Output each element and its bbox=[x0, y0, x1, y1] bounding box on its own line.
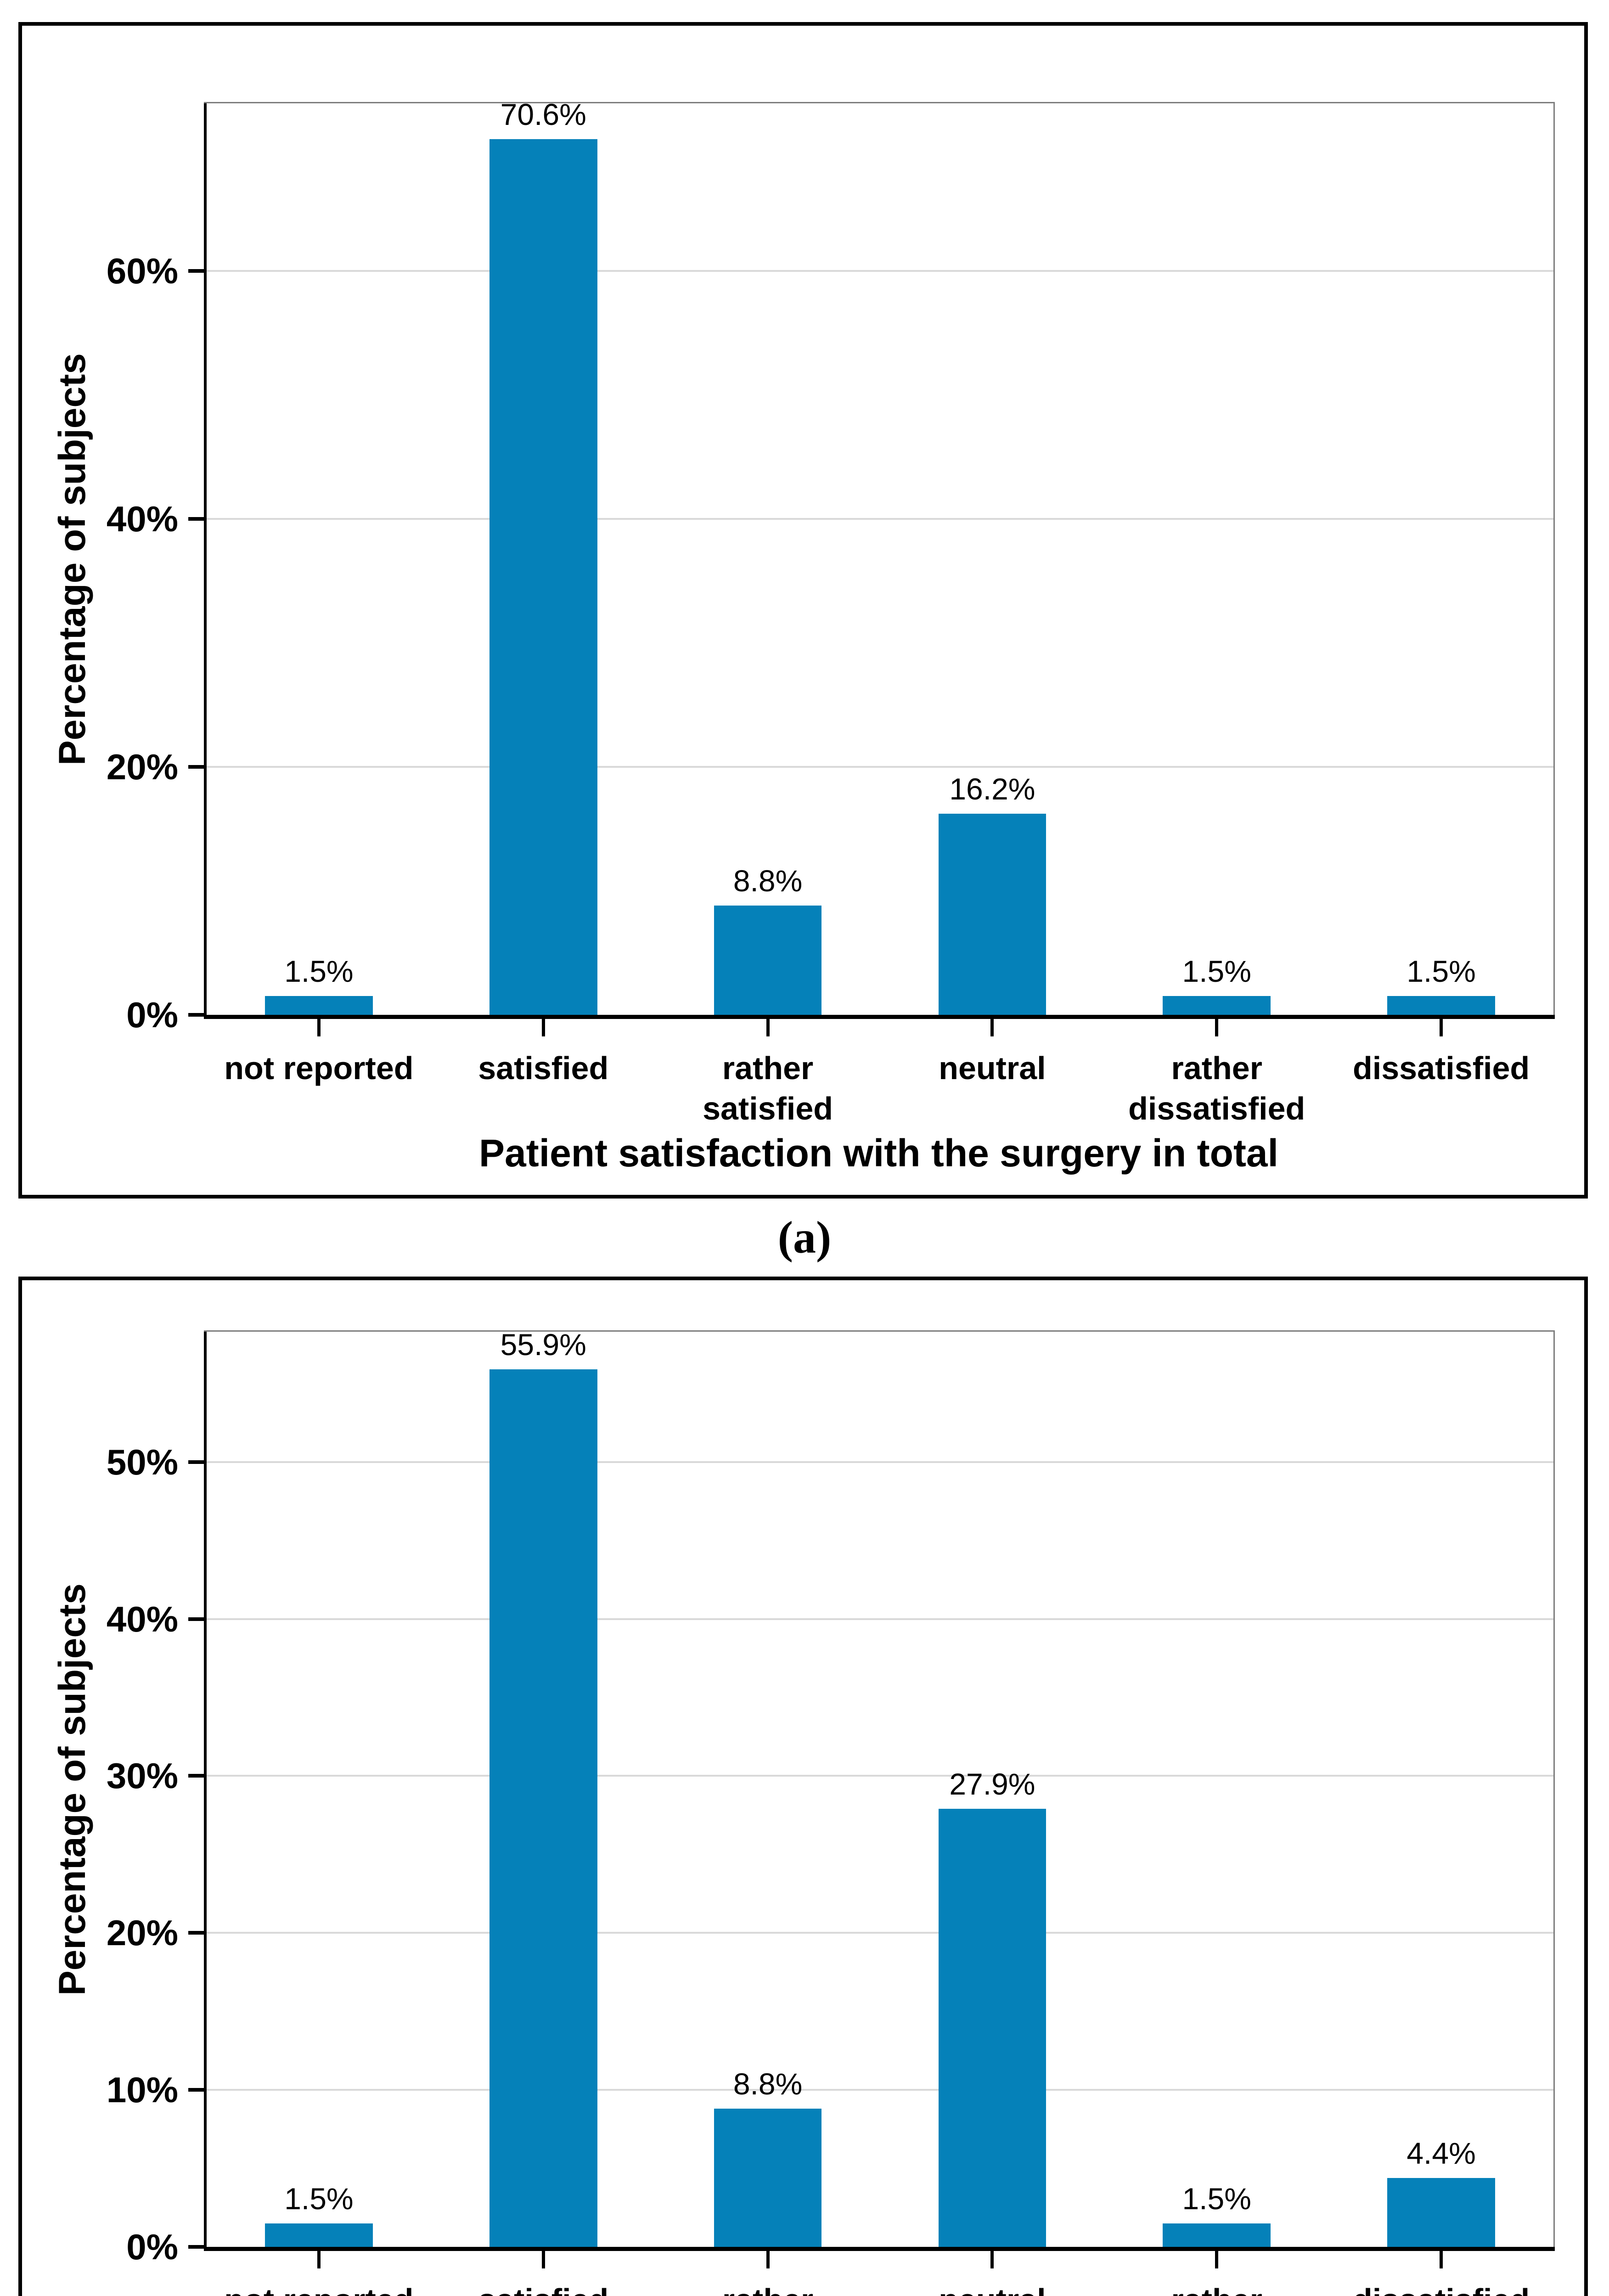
x-tick-label: rather dissatisfied bbox=[1095, 2280, 1338, 2296]
y-tick-mark bbox=[188, 765, 204, 769]
x-tick-label: not reported bbox=[197, 2280, 440, 2296]
panel-a-caption-text: (a) bbox=[777, 1212, 832, 1263]
x-tick-label: dissatisfied bbox=[1320, 2280, 1563, 2296]
x-tick-mark bbox=[1440, 1019, 1443, 1036]
x-axis-line bbox=[204, 1015, 1555, 1019]
bar bbox=[1387, 2178, 1495, 2247]
bar-value-label: 8.8% bbox=[733, 2067, 803, 2101]
x-tick-label: not reported bbox=[224, 1050, 414, 1086]
y-axis-line bbox=[204, 103, 207, 1015]
x-tick-mark bbox=[1440, 2251, 1443, 2268]
bar bbox=[265, 2223, 373, 2247]
gridline bbox=[207, 2089, 1553, 2091]
y-axis-title-text: Percentage of subjects bbox=[51, 353, 94, 765]
x-tick-mark bbox=[1215, 2251, 1219, 2268]
bar bbox=[1163, 2223, 1271, 2247]
x-tick-mark bbox=[541, 2251, 545, 2268]
y-tick-label: 10% bbox=[106, 2070, 178, 2110]
y-tick-mark bbox=[188, 517, 204, 521]
x-tick-label: dissatisfied bbox=[1353, 1050, 1530, 1086]
plot-border-right bbox=[1553, 1330, 1555, 2247]
panel-a-caption: (a) bbox=[0, 1199, 1609, 1277]
bar bbox=[938, 1809, 1046, 2247]
y-tick-mark bbox=[188, 2245, 204, 2249]
x-tick-mark bbox=[317, 1019, 321, 1036]
chart-panel-a: Percentage of subjects 0% 20% 40% 60% 1.5% not… bbox=[18, 22, 1588, 1199]
plot-border-top bbox=[204, 1330, 1555, 1332]
y-tick-label: 0% bbox=[126, 995, 178, 1035]
x-tick-mark bbox=[1215, 1019, 1219, 1036]
y-tick-mark bbox=[188, 1460, 204, 1464]
plot-border-top bbox=[204, 102, 1555, 103]
y-tick-mark bbox=[188, 1774, 204, 1778]
x-tick-label: rather dissatisfied bbox=[1128, 1050, 1305, 1126]
gridline bbox=[207, 765, 1553, 768]
bar-value-label: 1.5% bbox=[284, 2181, 354, 2216]
x-tick-mark bbox=[990, 1019, 994, 1036]
bar-value-label: 1.5% bbox=[284, 954, 354, 989]
bar-value-label: 8.8% bbox=[733, 864, 803, 898]
x-tick-label: neutral bbox=[939, 1050, 1046, 1086]
x-tick-mark bbox=[541, 1019, 545, 1036]
x-tick-mark bbox=[990, 2251, 994, 2268]
y-tick-label: 50% bbox=[106, 1441, 178, 1482]
gridline bbox=[207, 1775, 1553, 1777]
x-tick-label: rather satisfied bbox=[703, 1050, 833, 1126]
x-tick-label: satisfied bbox=[422, 2280, 665, 2296]
bar-value-label: 70.6% bbox=[500, 97, 586, 132]
x-axis-title: Patient satisfaction with the surgery in… bbox=[479, 1131, 1278, 1175]
bar bbox=[1163, 996, 1271, 1015]
bar-value-label: 1.5% bbox=[1406, 954, 1476, 989]
bar-value-label: 4.4% bbox=[1406, 2136, 1476, 2170]
gridline bbox=[207, 270, 1553, 272]
y-axis-line bbox=[204, 1332, 207, 2247]
gridline bbox=[207, 1932, 1553, 1934]
gridline bbox=[207, 518, 1553, 520]
bar bbox=[265, 996, 373, 1015]
bar bbox=[714, 906, 822, 1015]
x-tick-mark bbox=[317, 2251, 321, 2268]
x-tick-label: satisfied bbox=[478, 1050, 609, 1086]
bar bbox=[1387, 996, 1495, 1015]
y-tick-label: 60% bbox=[106, 250, 178, 291]
y-tick-label: 20% bbox=[106, 746, 178, 787]
chart-panel-b: Percentage of subjects 0% 10% 20% 30% 40% 50% 1… bbox=[18, 1277, 1588, 2296]
x-tick-mark bbox=[766, 2251, 770, 2268]
y-tick-label: 0% bbox=[126, 2227, 178, 2267]
bar-value-label: 55.9% bbox=[500, 1328, 586, 1362]
gridline bbox=[207, 1618, 1553, 1620]
bar-value-label: 1.5% bbox=[1182, 2181, 1251, 2216]
x-axis-line bbox=[204, 2247, 1555, 2251]
x-tick-label: neutral bbox=[871, 2280, 1114, 2296]
bar bbox=[489, 1369, 597, 2247]
bar bbox=[938, 814, 1046, 1015]
bar-value-label: 1.5% bbox=[1182, 954, 1251, 989]
bar bbox=[714, 2109, 822, 2247]
x-tick-mark bbox=[766, 1019, 770, 1036]
y-tick-mark bbox=[188, 1617, 204, 1621]
gridline bbox=[207, 1461, 1553, 1463]
bar-value-label: 27.9% bbox=[949, 1767, 1035, 1801]
y-tick-label: 30% bbox=[106, 1756, 178, 1796]
plot-border-right bbox=[1553, 102, 1555, 1015]
y-tick-label: 20% bbox=[106, 1913, 178, 1953]
y-tick-label: 40% bbox=[106, 1598, 178, 1639]
bar bbox=[489, 139, 597, 1015]
x-tick-label: rather satisfied bbox=[647, 2280, 889, 2296]
y-axis-title: Percentage of subjects bbox=[36, 103, 109, 1015]
y-tick-mark bbox=[188, 269, 204, 273]
bar-value-label: 16.2% bbox=[949, 772, 1035, 806]
y-tick-mark bbox=[188, 1013, 204, 1017]
y-tick-label: 40% bbox=[106, 498, 178, 539]
y-tick-mark bbox=[188, 2088, 204, 2092]
y-tick-mark bbox=[188, 1931, 204, 1935]
